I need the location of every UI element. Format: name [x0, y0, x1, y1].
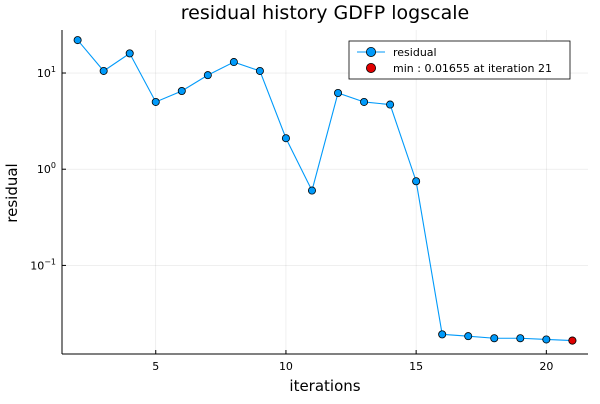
legend: residual min : 0.01655 at iteration 21 [348, 40, 571, 80]
legend-marker-0 [365, 47, 376, 58]
legend-marker-1 [365, 63, 376, 74]
legend-label-1: min : 0.01655 at iteration 21 [393, 62, 552, 75]
residual-point [229, 58, 238, 67]
y-tick-label: 100 [37, 161, 56, 176]
x-tick-label: 15 [409, 360, 423, 373]
residual-point [125, 49, 134, 58]
residual-point [464, 332, 473, 341]
residual-point [490, 334, 499, 343]
grid-layer [62, 30, 588, 354]
residual-point [438, 330, 447, 339]
residual-point [542, 335, 551, 344]
residual-point [386, 100, 395, 109]
residual-point [151, 97, 160, 106]
residual-point [203, 71, 212, 80]
ticks-layer: 5 10 15 20 101 100 10−1 [30, 65, 553, 373]
y-tick-label: 101 [37, 65, 56, 80]
legend-label-0: residual [393, 46, 437, 59]
residual-point [177, 87, 186, 96]
min-point [568, 336, 577, 345]
legend-box [348, 40, 571, 80]
residual-point [516, 334, 525, 343]
residual-point [412, 177, 421, 186]
series-layer [73, 36, 577, 345]
x-tick-label: 20 [539, 360, 553, 373]
series-line-residual [77, 39, 573, 342]
x-tick-label: 5 [152, 360, 159, 373]
residual-point [73, 36, 82, 45]
residual-point [99, 66, 108, 75]
residual-point [334, 88, 343, 97]
residual-point [281, 134, 290, 143]
residual-point [360, 97, 369, 106]
residual-point [255, 66, 264, 75]
axes-layer [61, 30, 588, 355]
y-tick-label: 10−1 [30, 257, 56, 272]
residual-point [307, 186, 316, 195]
chart-title: residual history GDFP logscale [181, 2, 469, 24]
x-axis-label: iterations [289, 377, 360, 395]
x-tick-label: 10 [279, 360, 293, 373]
y-axis-label: residual [3, 163, 21, 222]
